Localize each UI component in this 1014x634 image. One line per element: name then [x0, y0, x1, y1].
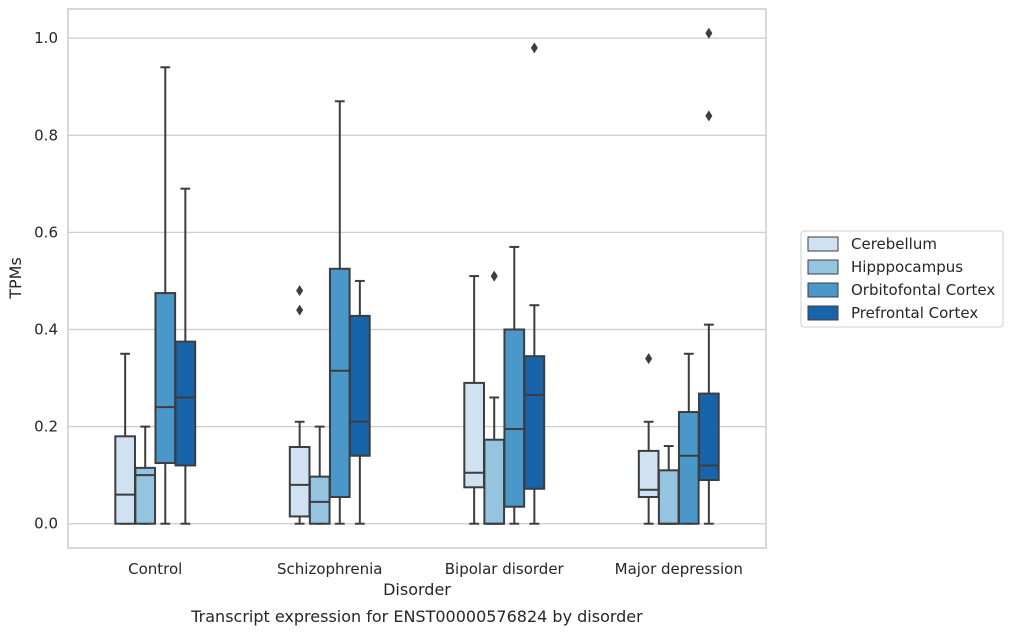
- box-groups: [114, 27, 720, 525]
- box-4-3: [523, 42, 546, 525]
- box-body: [154, 292, 177, 465]
- box-3-2: [328, 100, 351, 525]
- y-axis-title: TPMs: [6, 257, 25, 300]
- box-body: [349, 314, 371, 457]
- x-tick-labels: Control Schizophrenia Bipolar disorder Majo…: [128, 560, 743, 578]
- box-3-4: [677, 352, 700, 525]
- legend-label: Orbitofontal Cortex: [851, 281, 995, 299]
- outlier-point: [530, 42, 538, 54]
- x-axis-title: Disorder: [383, 580, 451, 599]
- y-tick-label: 0.4: [34, 320, 58, 338]
- legend-frame: [800, 230, 1004, 328]
- box-body: [463, 381, 485, 489]
- box-body: [698, 392, 720, 482]
- box-body: [134, 466, 157, 525]
- plot-background: [68, 9, 766, 548]
- outlier-point: [705, 27, 713, 39]
- outlier-point: [645, 353, 653, 365]
- box-4-4: [698, 27, 720, 525]
- y-tick-label: 1.0: [34, 29, 58, 47]
- outlier-point: [490, 270, 498, 282]
- outlier-point: [296, 285, 304, 297]
- legend-label: Prefrontal Cortex: [851, 304, 978, 322]
- box-body: [523, 355, 546, 490]
- outlier-point: [296, 304, 304, 316]
- y-tick-labels: 0.0 0.2 0.4 0.6 0.8 1.0: [34, 29, 58, 533]
- x-tick-label: Bipolar disorder: [445, 560, 565, 578]
- box-body: [328, 267, 351, 499]
- legend-label: Cerebellum: [851, 235, 937, 253]
- x-tick-label: Major depression: [615, 560, 743, 578]
- y-tick-label: 0.6: [34, 223, 58, 241]
- y-tick-label: 0.8: [34, 126, 58, 144]
- box-body: [114, 435, 136, 525]
- box-1-4: [637, 353, 660, 525]
- box-body: [483, 438, 506, 525]
- legend-swatch: [807, 305, 839, 321]
- outlier-point: [705, 110, 713, 122]
- y-tick-label: 0.2: [34, 418, 58, 436]
- x-tick-label: Control: [128, 560, 182, 578]
- box-2-2: [308, 425, 331, 525]
- legend-swatch: [807, 236, 839, 252]
- x-tick-label: Schizophrenia: [277, 560, 382, 578]
- box-body: [288, 445, 311, 518]
- box-body: [657, 469, 680, 525]
- box-3-3: [503, 245, 526, 525]
- box-body: [503, 328, 526, 508]
- box-2-1: [134, 425, 157, 525]
- legend-swatch: [807, 259, 839, 275]
- plot-frame: [67, 8, 767, 549]
- box-4-1: [174, 187, 197, 525]
- box-body: [677, 411, 700, 525]
- legend: Cerebellum Hipppocampus Orbitofontal Corte…: [800, 230, 1004, 328]
- box-body: [308, 475, 331, 525]
- chart-caption: Transcript expression for ENST0000057682…: [190, 607, 643, 626]
- legend-label: Hipppocampus: [851, 258, 963, 276]
- box-body: [174, 340, 197, 467]
- box-1-2: [288, 285, 311, 525]
- y-tick-label: 0.0: [34, 515, 58, 533]
- legend-swatch: [807, 282, 839, 298]
- box-4-2: [349, 279, 371, 525]
- box-1-3: [463, 275, 485, 525]
